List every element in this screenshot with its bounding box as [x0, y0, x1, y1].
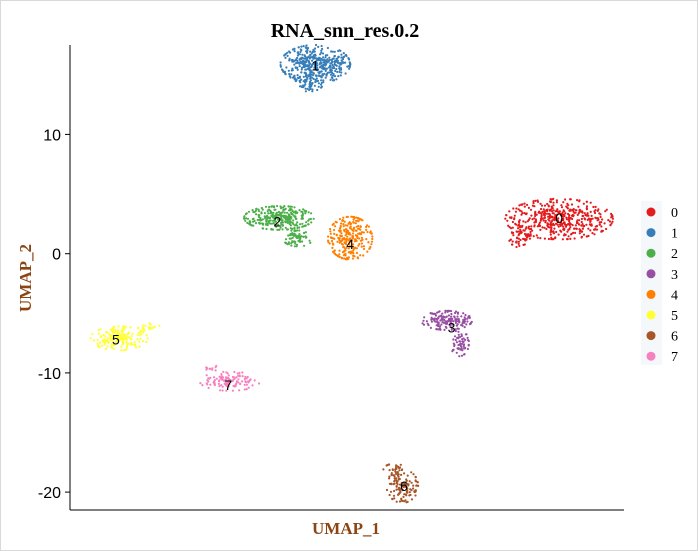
y-tick-label: -10	[38, 366, 61, 383]
legend-key-1	[646, 228, 656, 238]
legend-label-3: 3	[671, 268, 678, 283]
legend-key-7	[646, 351, 656, 361]
legend-label-2: 2	[671, 247, 678, 262]
cluster-label-5: 5	[112, 332, 120, 348]
y-tick-label: 0	[52, 247, 61, 264]
cluster-label-2: 2	[274, 214, 282, 230]
legend-key-0	[646, 207, 656, 217]
legend-key-5	[646, 310, 656, 320]
cluster-label-4: 4	[346, 236, 354, 252]
legend-label-7: 7	[671, 350, 678, 365]
cluster-label-0: 0	[555, 210, 563, 226]
cluster-1-points	[279, 43, 352, 93]
y-ticks: 10 0 -10 -20	[38, 127, 70, 502]
cluster-labels-layer: 0 1 2 3 4 5 6 7	[112, 57, 563, 494]
y-axis-title: UMAP_2	[16, 244, 35, 312]
y-tick-label: 10	[43, 127, 61, 144]
cluster-2-points	[243, 204, 315, 248]
legend-label-6: 6	[671, 330, 678, 345]
cluster-7-points	[199, 364, 261, 392]
legend: 0 1 2 3 4 5 6 7	[646, 206, 678, 365]
legend-key-3	[646, 269, 656, 279]
cluster-3-points	[421, 309, 473, 358]
legend-label-4: 4	[671, 288, 678, 303]
legend-key-background	[641, 201, 662, 365]
points-layer	[89, 43, 615, 504]
cluster-6-points	[382, 463, 420, 504]
y-tick-label: -20	[38, 485, 61, 502]
legend-key-2	[646, 248, 656, 258]
legend-label-1: 1	[671, 227, 678, 242]
legend-key-6	[646, 331, 656, 341]
chart-title: RNA_snn_res.0.2	[271, 20, 420, 42]
cluster-5-points	[89, 322, 161, 352]
cluster-label-3: 3	[448, 320, 456, 336]
legend-label-5: 5	[671, 309, 678, 324]
cluster-4-points	[327, 215, 374, 261]
cluster-label-6: 6	[400, 478, 408, 494]
legend-key-4	[646, 289, 656, 299]
cluster-0-points	[504, 197, 615, 249]
x-axis-title: UMAP_1	[312, 519, 380, 538]
legend-label-0: 0	[671, 206, 678, 221]
cluster-label-1: 1	[311, 57, 319, 73]
cluster-label-7: 7	[224, 377, 232, 393]
